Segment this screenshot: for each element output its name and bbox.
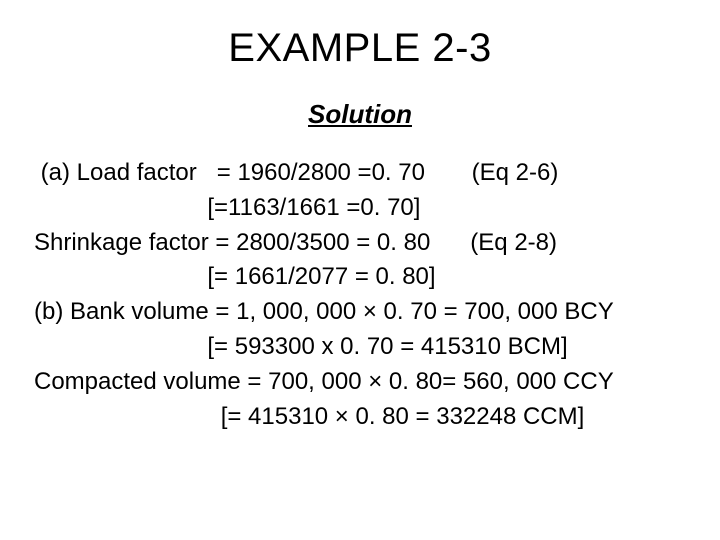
slide: EXAMPLE 2-3 Solution (a) Load factor = 1… xyxy=(0,0,720,540)
line-compacted-volume: Compacted volume = 700, 000 × 0. 80= 560… xyxy=(34,365,690,400)
line-shrinkage-factor: Shrinkage factor = 2800/3500 = 0. 80 (Eq… xyxy=(34,226,690,261)
line-shrinkage-factor-alt: [= 1661/2077 = 0. 80] xyxy=(34,260,690,295)
slide-title: EXAMPLE 2-3 xyxy=(30,26,690,71)
line-bank-volume-alt: [= 593300 x 0. 70 = 415310 BCM] xyxy=(34,330,690,365)
line-load-factor: (a) Load factor = 1960/2800 =0. 70 (Eq 2… xyxy=(34,156,690,191)
line-bank-volume: (b) Bank volume = 1, 000, 000 × 0. 70 = … xyxy=(34,295,690,330)
line-compacted-volume-alt: [= 415310 × 0. 80 = 332248 CCM] xyxy=(34,400,690,435)
solution-body: (a) Load factor = 1960/2800 =0. 70 (Eq 2… xyxy=(30,156,690,434)
slide-subtitle: Solution xyxy=(30,99,690,130)
line-load-factor-alt: [=1163/1661 =0. 70] xyxy=(34,191,690,226)
